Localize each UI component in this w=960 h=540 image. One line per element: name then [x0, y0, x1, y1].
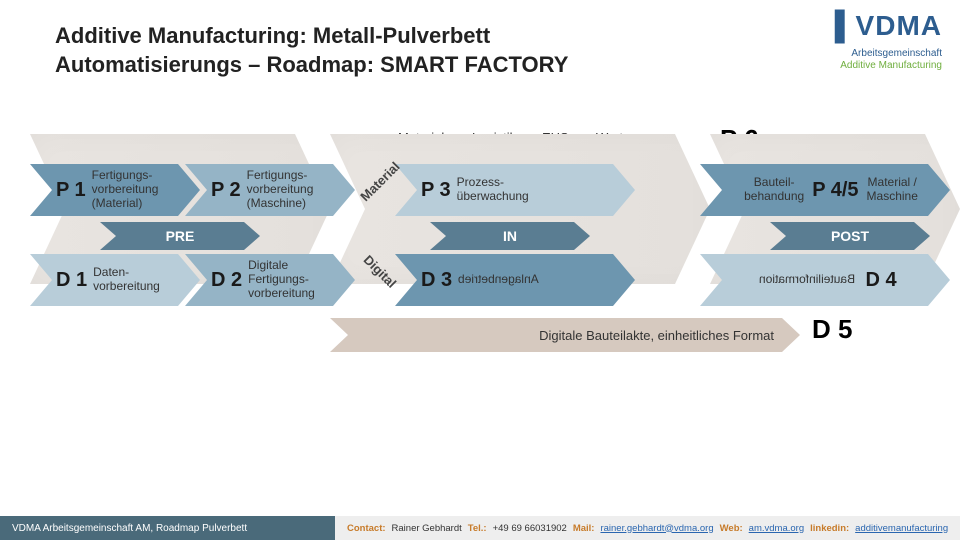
d5-code: D 5	[812, 314, 852, 345]
chev-d4: Bauteilinformation D 4	[700, 254, 950, 306]
chev-p45: Bauteil-behandung P 4/5 Material /Maschi…	[700, 164, 950, 216]
vdma-logo: ▌VDMA ArbeitsgemeinschaftAdditive Manufa…	[835, 10, 942, 72]
slide-title: Additive Manufacturing: Metall-Pulverbet…	[55, 22, 675, 79]
linkedin-link[interactable]: additivemanufacturing	[855, 523, 948, 534]
phase-pre: PRE	[100, 222, 260, 250]
chev-d3: D 3 Anlagenbetrieb	[395, 254, 635, 306]
chev-d1: D 1 Daten-vorbereitung	[30, 254, 200, 306]
footer-left: VDMA Arbeitsgemeinschaft AM, Roadmap Pul…	[0, 516, 335, 540]
roadmap-diagram: Material, Logistik, EHS, Wartung P 6 P 1…	[0, 130, 960, 430]
footer-contact: Contact:Rainer Gebhardt Tel.:+49 69 6603…	[335, 516, 960, 540]
phase-in: IN	[430, 222, 590, 250]
chev-d2: D 2 DigitaleFertigungs-vorbereitung	[185, 254, 355, 306]
mail-link[interactable]: rainer.gebhardt@vdma.org	[600, 523, 713, 534]
phase-post: POST	[770, 222, 930, 250]
chev-p2: P 2 Fertigungs-vorbereitung(Maschine)	[185, 164, 355, 216]
chev-p1: P 1 Fertigungs-vorbereitung(Material)	[30, 164, 200, 216]
web-link[interactable]: am.vdma.org	[749, 523, 804, 534]
chev-p3: P 3 Prozess-überwachung	[395, 164, 635, 216]
band-d5: Digitale Bauteilakte, einheitliches Form…	[330, 318, 800, 352]
